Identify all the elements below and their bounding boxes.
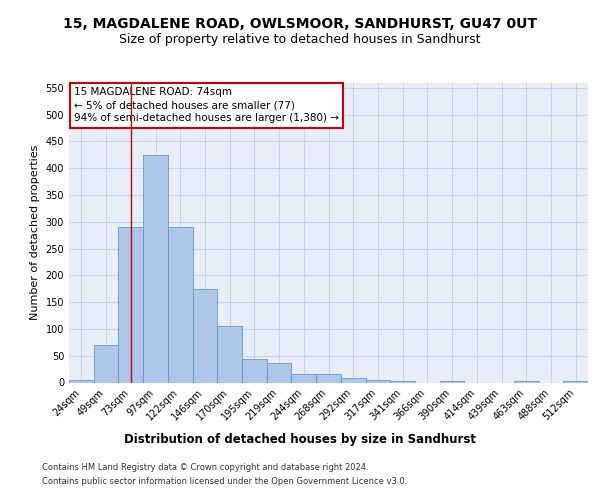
Bar [341, 378, 365, 382]
Bar [217, 326, 242, 382]
Text: 15 MAGDALENE ROAD: 74sqm
← 5% of detached houses are smaller (77)
94% of semi-de: 15 MAGDALENE ROAD: 74sqm ← 5% of detache… [74, 87, 339, 124]
Bar [94, 345, 118, 383]
Bar [440, 381, 464, 382]
Text: Contains public sector information licensed under the Open Government Licence v3: Contains public sector information licen… [42, 478, 407, 486]
Text: Distribution of detached houses by size in Sandhurst: Distribution of detached houses by size … [124, 432, 476, 446]
Y-axis label: Number of detached properties: Number of detached properties [30, 145, 40, 320]
Bar [118, 227, 143, 382]
Bar [143, 155, 168, 382]
Bar [316, 374, 341, 382]
Bar [69, 380, 94, 382]
Bar [365, 380, 390, 382]
Bar [168, 227, 193, 382]
Text: Size of property relative to detached houses in Sandhurst: Size of property relative to detached ho… [119, 32, 481, 46]
Text: Contains HM Land Registry data © Crown copyright and database right 2024.: Contains HM Land Registry data © Crown c… [42, 462, 368, 471]
Bar [267, 362, 292, 382]
Bar [242, 360, 267, 382]
Text: 15, MAGDALENE ROAD, OWLSMOOR, SANDHURST, GU47 0UT: 15, MAGDALENE ROAD, OWLSMOOR, SANDHURST,… [63, 18, 537, 32]
Bar [292, 374, 316, 382]
Bar [193, 289, 217, 382]
